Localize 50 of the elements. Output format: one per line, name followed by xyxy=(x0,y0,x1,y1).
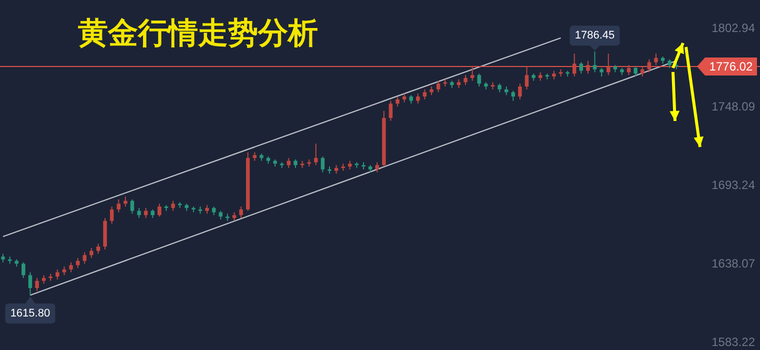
y-tick-label: 1638.07 xyxy=(712,256,756,271)
candlestick xyxy=(124,196,128,208)
candlestick xyxy=(96,243,100,254)
annotation: 1615.80 xyxy=(10,307,50,320)
candlestick xyxy=(436,80,440,93)
candlestick xyxy=(171,200,175,212)
candlestick xyxy=(69,262,73,273)
candlestick xyxy=(579,62,584,74)
ref-line-label: 1776.02 xyxy=(709,59,754,74)
candlestick xyxy=(137,207,141,218)
y-tick-label: 1802.94 xyxy=(712,21,756,35)
candlestick xyxy=(606,53,610,76)
y-tick-label: 1693.24 xyxy=(712,178,756,192)
candlestick xyxy=(239,206,243,218)
candlestick xyxy=(592,51,597,73)
candlestick xyxy=(640,66,644,78)
candlestick xyxy=(28,272,32,296)
candlestick xyxy=(35,278,39,292)
candlestick xyxy=(572,53,576,78)
candlestick xyxy=(416,93,420,104)
candlestick xyxy=(22,262,26,279)
candlestick xyxy=(511,90,516,102)
candlestick xyxy=(320,156,325,173)
candlestick xyxy=(586,60,590,74)
y-tick-label: 1748.09 xyxy=(712,99,756,114)
chart-title: 黄金行情走势分析 xyxy=(78,16,318,51)
candlestick xyxy=(647,58,652,73)
candlestick xyxy=(56,268,60,280)
candlestick xyxy=(314,143,318,166)
annotation: 1786.45 xyxy=(570,26,620,51)
candlestick xyxy=(470,66,474,82)
candlestick xyxy=(90,247,94,258)
candlestick xyxy=(388,100,393,122)
candlestick xyxy=(464,74,468,86)
annotation: 1786.45 xyxy=(574,30,615,42)
candlestick xyxy=(130,198,134,214)
candlestick xyxy=(82,252,86,264)
candlestick xyxy=(524,66,529,90)
candlestick xyxy=(116,198,121,213)
candlestick xyxy=(518,83,522,100)
candlestick xyxy=(158,203,162,218)
candlestick xyxy=(422,88,427,100)
y-tick-label: 1583.22 xyxy=(712,335,756,349)
candlestick xyxy=(375,162,379,173)
candlestick xyxy=(634,66,638,78)
candlestick xyxy=(654,53,658,66)
annotation: 1615.80 xyxy=(5,296,56,324)
candlestick xyxy=(396,96,400,108)
candlestick xyxy=(477,73,482,88)
candlestick xyxy=(110,206,114,224)
